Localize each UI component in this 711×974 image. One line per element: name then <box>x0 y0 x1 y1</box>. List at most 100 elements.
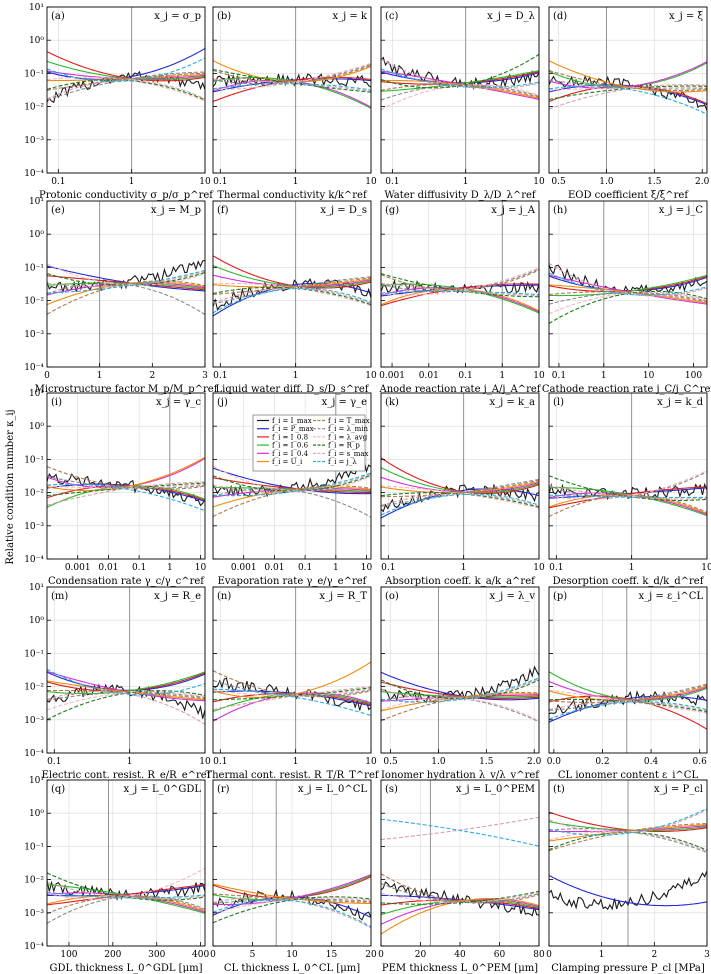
legend-label: f_i = λ_avg <box>328 433 368 441</box>
subplot-variable: x_j = γ_c <box>156 397 201 408</box>
subplot-tag: (b) <box>217 11 231 22</box>
y-tick-label: 10⁻⁴ <box>24 942 44 952</box>
y-tick-label: 10⁻⁴ <box>24 363 44 373</box>
series-line <box>381 881 539 917</box>
x-tick-label: 10 <box>365 371 377 381</box>
x-tick-label: 0.4 <box>644 757 659 767</box>
subplot-variable: x_j = λ_v <box>490 591 536 602</box>
subplot-tag: (j) <box>217 397 228 408</box>
x-axis-label: Evaporation rate γ_e/γ_e^ref <box>218 576 368 587</box>
y-tick-label: 10⁻³ <box>24 522 44 532</box>
subplot-variable: x_j = L_0^CL <box>298 784 368 795</box>
subplot-variable: x_j = ξ <box>669 11 703 22</box>
x-tick-label: 0.0 <box>547 757 562 767</box>
series-line <box>213 472 371 497</box>
subplot-variable: x_j = L_0^PEM <box>456 784 535 795</box>
x-axis-label: Absorption coeff. k_a/k_a^ref <box>384 576 536 587</box>
legend-label: f_i = T_max <box>328 417 370 425</box>
subplot-tag: (r) <box>217 784 230 795</box>
subplot-variable: x_j = R_e <box>154 591 201 602</box>
series-line <box>549 701 707 720</box>
subplot-tag: (l) <box>553 397 564 408</box>
y-tick-label: 10⁻³ <box>24 909 44 919</box>
x-tick-label: 10 <box>533 371 545 381</box>
series-line <box>549 875 707 907</box>
x-tick-label: 10 <box>286 950 298 960</box>
plot-frame <box>212 6 372 174</box>
series-line <box>381 818 539 847</box>
x-tick-label: 0.001 <box>379 371 405 381</box>
curves <box>47 48 205 104</box>
subplot-tag: (o) <box>385 591 399 602</box>
x-tick-label: 10 <box>643 371 655 381</box>
subplot-variable: x_j = k_a <box>490 397 536 408</box>
series-line <box>381 691 539 722</box>
x-tick-label: 0.01 <box>98 563 118 573</box>
x-tick-label: 3 <box>704 950 710 960</box>
plot-frame <box>548 392 708 560</box>
series-line <box>381 84 539 111</box>
subplot-tag: (h) <box>553 205 567 216</box>
subplot-q: 100 200 300 400 10⁻⁴ 10⁻³ 10⁻² 10⁻¹ 10⁰ 10¹ (q) x_j… <box>24 776 209 974</box>
subplot-a: 0.1 1 10 10⁻⁴ 10⁻³ 10⁻² 10⁻¹ 10⁰ 10¹ (a) x_j = σ_p… <box>24 3 214 201</box>
y-tick-label: 10⁰ <box>29 36 44 46</box>
plot-frame <box>548 6 708 174</box>
y-tick-label: 10⁰ <box>29 230 44 240</box>
x-tick-label: 10 <box>195 563 207 573</box>
series-line <box>381 68 539 89</box>
subplot-d: 0.5 1.0 1.5 2.0 (d) x_j = ξ EOD coefficient ξ/… <box>548 6 710 201</box>
subplot-variable: x_j = k <box>332 11 367 22</box>
subplot-tag: (d) <box>553 11 567 22</box>
curves <box>549 671 707 730</box>
x-tick-label: 20 <box>365 950 377 960</box>
subplot-tag: (n) <box>217 591 231 602</box>
series-line <box>381 467 539 494</box>
series-line <box>47 872 205 901</box>
subplot-g: 0.001 0.01 0.1 1 10 (g) x_j = j_A Anode reactio… <box>379 200 545 395</box>
x-tick-label: 10 <box>701 563 711 573</box>
x-tick-label: 1 <box>461 563 467 573</box>
series-line <box>549 494 707 499</box>
subplot-variable: x_j = D_s <box>320 205 367 216</box>
plot-frame <box>46 779 206 947</box>
x-tick-label: 1 <box>333 563 339 573</box>
curves <box>213 873 371 929</box>
x-axis-label: Clamping pressure P_cl [MPa] <box>551 963 705 974</box>
x-tick-label: 0.5 <box>551 177 566 187</box>
series-line <box>47 891 205 899</box>
series-line <box>47 259 205 295</box>
subplot-l: 0.1 1 10 (l) x_j = k_d Desorption coeff. k_d/… <box>548 392 711 587</box>
x-axis-label: Thermal cont. resist. R_T/R_T^ref <box>205 770 379 781</box>
y-tick-label: 10¹ <box>29 3 44 13</box>
x-tick-label: 40 <box>454 950 466 960</box>
series-line <box>381 53 539 89</box>
x-axis-label: Thermal conductivity k/k^ref <box>217 190 368 201</box>
x-tick-label: 1 <box>127 757 133 767</box>
x-tick-label: 1.0 <box>431 757 446 767</box>
series-line <box>381 697 539 722</box>
x-tick-label: 0 <box>44 371 50 381</box>
y-tick-label: 10⁻³ <box>24 136 44 146</box>
series-line <box>549 85 707 115</box>
series-line <box>213 488 371 518</box>
curves <box>381 816 539 935</box>
subplot-tag: (q) <box>51 784 65 795</box>
x-tick-label: 0.1 <box>213 757 227 767</box>
x-tick-label: 1 <box>293 371 299 381</box>
curves <box>549 262 707 324</box>
series-line <box>213 661 371 698</box>
x-tick-label: 15 <box>326 950 338 960</box>
series-line <box>213 888 371 921</box>
x-axis-label: Cathode reaction rate j_C/j_C^ref <box>542 384 711 395</box>
series-line <box>47 269 205 294</box>
legend-label: f_i = R_p <box>328 442 360 450</box>
subplot-variable: x_j = P_cl <box>654 784 703 795</box>
series-line <box>213 287 371 305</box>
subplot-r: 0 5 10 15 20 (r) x_j = L_0^CL CL thickness L_0^… <box>210 779 377 974</box>
series-line <box>549 74 707 111</box>
curves <box>381 665 539 723</box>
series-line <box>381 290 539 296</box>
x-axis-label: Water diffusivity D_λ/D_λ^ref <box>384 190 537 201</box>
subplot-variable: x_j = D_λ <box>487 11 535 22</box>
